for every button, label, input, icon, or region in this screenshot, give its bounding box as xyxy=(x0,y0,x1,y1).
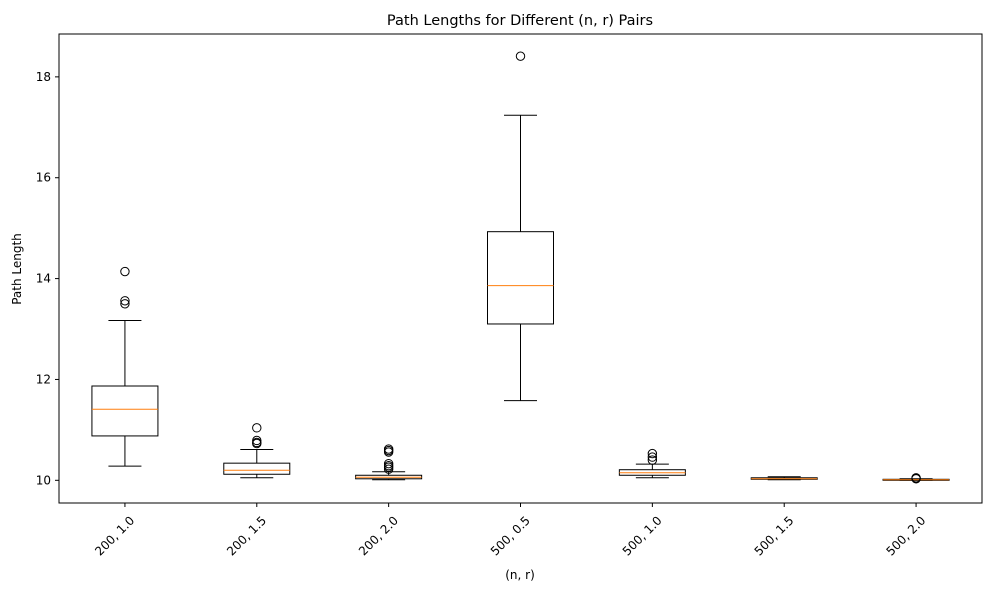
y-tick-label: 16 xyxy=(36,171,51,185)
outlier-point xyxy=(647,452,658,462)
y-axis-title: Path Length xyxy=(10,233,24,305)
y-tick-label: 12 xyxy=(36,372,51,386)
chart-title: Path Lengths for Different (n, r) Pairs xyxy=(387,13,653,29)
outlier-point xyxy=(515,51,526,61)
outlier-point xyxy=(120,296,130,306)
box-group xyxy=(223,423,291,479)
outlier-point xyxy=(120,266,130,277)
x-axis-title: (n, r) xyxy=(505,568,535,582)
y-tick-label: 14 xyxy=(36,272,51,286)
outlier-point xyxy=(911,474,921,484)
outlier-point xyxy=(252,423,262,433)
iqr-box xyxy=(91,385,159,437)
outlier-point xyxy=(252,438,262,449)
box-group xyxy=(882,473,950,484)
outlier-point xyxy=(383,447,394,457)
outlier-point xyxy=(647,455,658,465)
plot-frame xyxy=(58,33,983,504)
box-group xyxy=(355,444,423,481)
iqr-box xyxy=(487,231,554,325)
box-group xyxy=(91,266,159,467)
box-group xyxy=(487,51,554,402)
y-tick-label: 10 xyxy=(36,473,51,487)
outlier-point xyxy=(647,448,658,459)
box-group xyxy=(750,476,818,481)
outlier-point xyxy=(120,299,130,309)
box-group xyxy=(618,448,686,479)
outlier-point xyxy=(383,464,394,474)
y-tick-label: 18 xyxy=(36,70,51,84)
iqr-box xyxy=(223,462,291,475)
